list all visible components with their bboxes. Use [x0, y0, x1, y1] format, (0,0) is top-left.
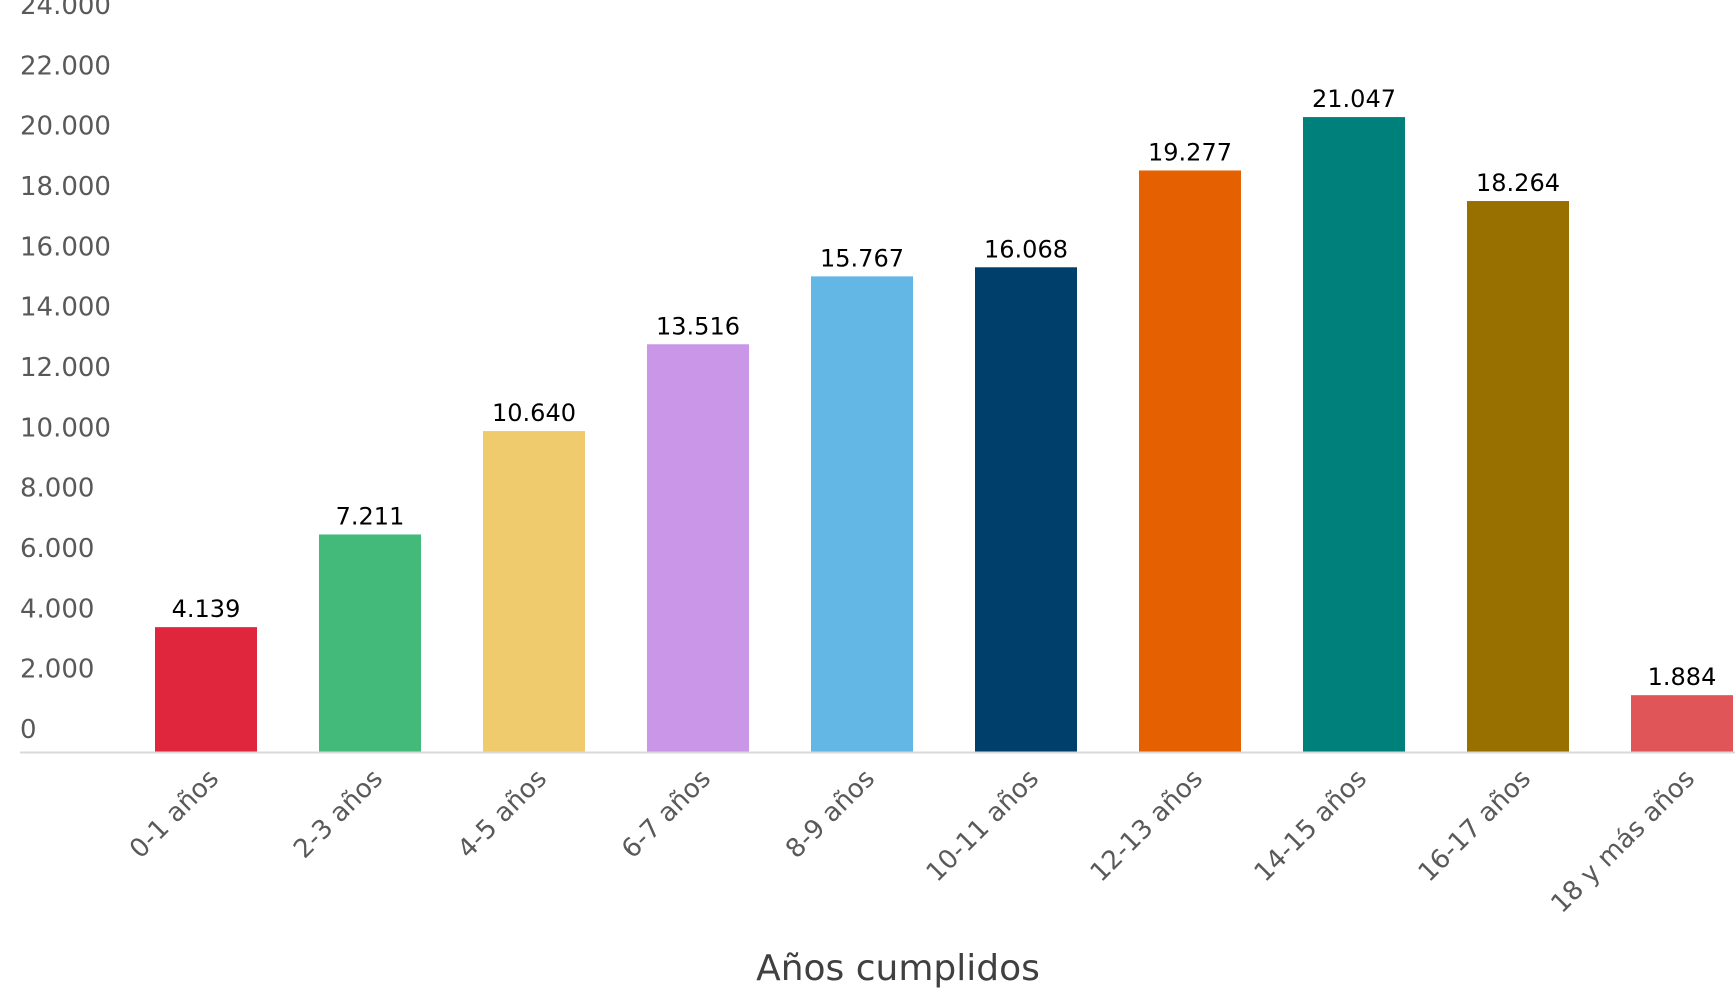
y-tick-label: 24.000: [20, 0, 111, 21]
data-label: 18.264: [1476, 169, 1560, 197]
data-label: 7.211: [336, 502, 405, 530]
y-tick-label: 0: [20, 715, 37, 745]
bar: [1139, 170, 1241, 752]
x-tick-label: 18 y más años: [1545, 764, 1701, 920]
x-tick-label: 6-7 años: [616, 764, 717, 865]
bar: [155, 627, 257, 752]
y-tick-label: 14.000: [20, 293, 111, 323]
data-label: 19.277: [1148, 138, 1232, 166]
data-label: 21.047: [1312, 85, 1396, 113]
x-tick-label: 14-15 años: [1249, 764, 1373, 888]
y-tick-label: 22.000: [20, 51, 111, 81]
bar: [1467, 201, 1569, 752]
data-label: 13.516: [656, 312, 740, 340]
data-label: 10.640: [492, 399, 576, 427]
x-axis-tick-labels: 0-1 años 2-3 años 4-5 años 6-7 años 8-9 años…: [124, 764, 1701, 920]
y-tick-label: 6.000: [20, 534, 94, 564]
x-tick-label: 8-9 años: [780, 764, 881, 865]
data-label: 1.884: [1648, 663, 1717, 691]
y-tick-label: 10.000: [20, 413, 111, 443]
y-tick-label: 2.000: [20, 655, 94, 685]
data-label: 15.767: [820, 244, 904, 272]
x-tick-label: 0-1 años: [124, 764, 225, 865]
x-tick-label: 2-3 años: [288, 764, 389, 865]
bar: [975, 267, 1077, 752]
data-label: 4.139: [172, 595, 241, 623]
bar: [483, 431, 585, 752]
bar: [1631, 695, 1733, 752]
y-tick-label: 12.000: [20, 353, 111, 383]
bar: [811, 276, 913, 752]
data-labels: 4.139 7.211 10.640 13.516 15.767 16.068 19.277…: [172, 85, 1717, 691]
y-axis-ticks: 0 2.000 4.000 6.000 8.000 10.000 12.000 14.000 1…: [20, 0, 111, 745]
y-tick-label: 16.000: [20, 232, 111, 262]
y-tick-label: 20.000: [20, 112, 111, 142]
bar: [319, 534, 421, 752]
x-axis-title: Años cumplidos: [756, 948, 1040, 989]
y-tick-label: 18.000: [20, 172, 111, 202]
bars: [155, 117, 1733, 753]
x-tick-label: 10-11 años: [921, 764, 1045, 888]
bar: [1303, 117, 1405, 753]
x-tick-label: 16-17 años: [1413, 764, 1537, 888]
y-tick-label: 4.000: [20, 594, 94, 624]
x-tick-label: 4-5 años: [452, 764, 553, 865]
data-label: 16.068: [984, 235, 1068, 263]
bar: [647, 344, 749, 752]
x-tick-label: 12-13 años: [1085, 764, 1209, 888]
y-tick-label: 8.000: [20, 474, 94, 504]
